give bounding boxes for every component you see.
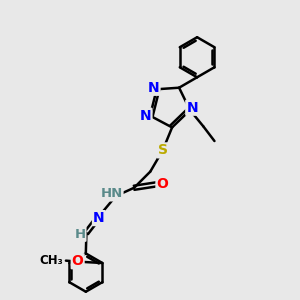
Text: S: S	[158, 143, 168, 158]
Text: O: O	[156, 177, 168, 191]
Text: O: O	[72, 254, 84, 268]
Text: CH₃: CH₃	[40, 254, 64, 267]
Text: HN: HN	[100, 188, 123, 200]
Text: N: N	[93, 211, 105, 225]
Text: H: H	[74, 228, 86, 241]
Text: N: N	[148, 81, 160, 95]
Text: N: N	[140, 109, 152, 123]
Text: N: N	[186, 101, 198, 115]
